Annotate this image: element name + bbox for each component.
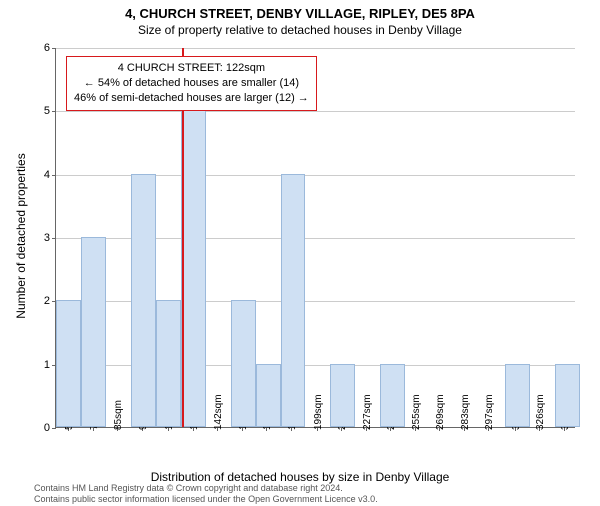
histogram-bar [231,300,256,427]
annotation-line1: 4 CHURCH STREET: 122sqm [74,61,309,76]
xtick-label: 297sqm [484,394,495,430]
chart-title-address: 4, CHURCH STREET, DENBY VILLAGE, RIPLEY,… [0,6,600,21]
gridline [56,111,575,112]
histogram-bar [56,300,81,427]
xtick-label: 326sqm [535,394,546,430]
histogram-bar [181,110,206,427]
histogram-bar [505,364,530,427]
caption-line2: Contains public sector information licen… [34,494,378,504]
ytick-label: 4 [44,169,50,181]
ytick-label: 2 [44,295,50,307]
histogram-bar [281,174,306,427]
annotation-box: 4 CHURCH STREET: 122sqm← 54% of detached… [66,56,317,111]
histogram-bar [131,174,156,427]
plot-area: 012345657sqm71sqm85sqm99sqm114sqm128sqm1… [55,48,575,428]
histogram-bar [156,300,181,427]
ytick-label: 1 [44,359,50,371]
chart-caption: Contains HM Land Registry data © Crown c… [0,483,600,504]
xtick-label: 199sqm [313,394,324,430]
histogram-bar [330,364,355,427]
xtick-label: 227sqm [362,394,373,430]
histogram-bar [380,364,405,427]
annotation-line2: ← 54% of detached houses are smaller (14… [74,76,309,91]
x-axis-label: Distribution of detached houses by size … [0,470,600,484]
histogram-bar [256,364,281,427]
histogram-bar [81,237,106,427]
xtick-label: 85sqm [113,400,124,430]
histogram-bar [555,364,580,427]
chart-subtitle: Size of property relative to detached ho… [0,23,600,37]
ytick-mark [52,428,56,429]
ytick-label: 6 [44,42,50,54]
y-axis-label: Number of detached properties [14,153,28,318]
chart-area: 012345657sqm71sqm85sqm99sqm114sqm128sqm1… [55,48,575,428]
caption-line1: Contains HM Land Registry data © Crown c… [34,483,343,493]
annotation-line3: 46% of semi-detached houses are larger (… [74,91,309,106]
ytick-label: 3 [44,232,50,244]
ytick-label: 0 [44,422,50,434]
gridline [56,48,575,49]
xtick-label: 283sqm [460,394,471,430]
ytick-label: 5 [44,105,50,117]
xtick-label: 269sqm [435,394,446,430]
xtick-label: 142sqm [213,394,224,430]
xtick-label: 255sqm [411,394,422,430]
